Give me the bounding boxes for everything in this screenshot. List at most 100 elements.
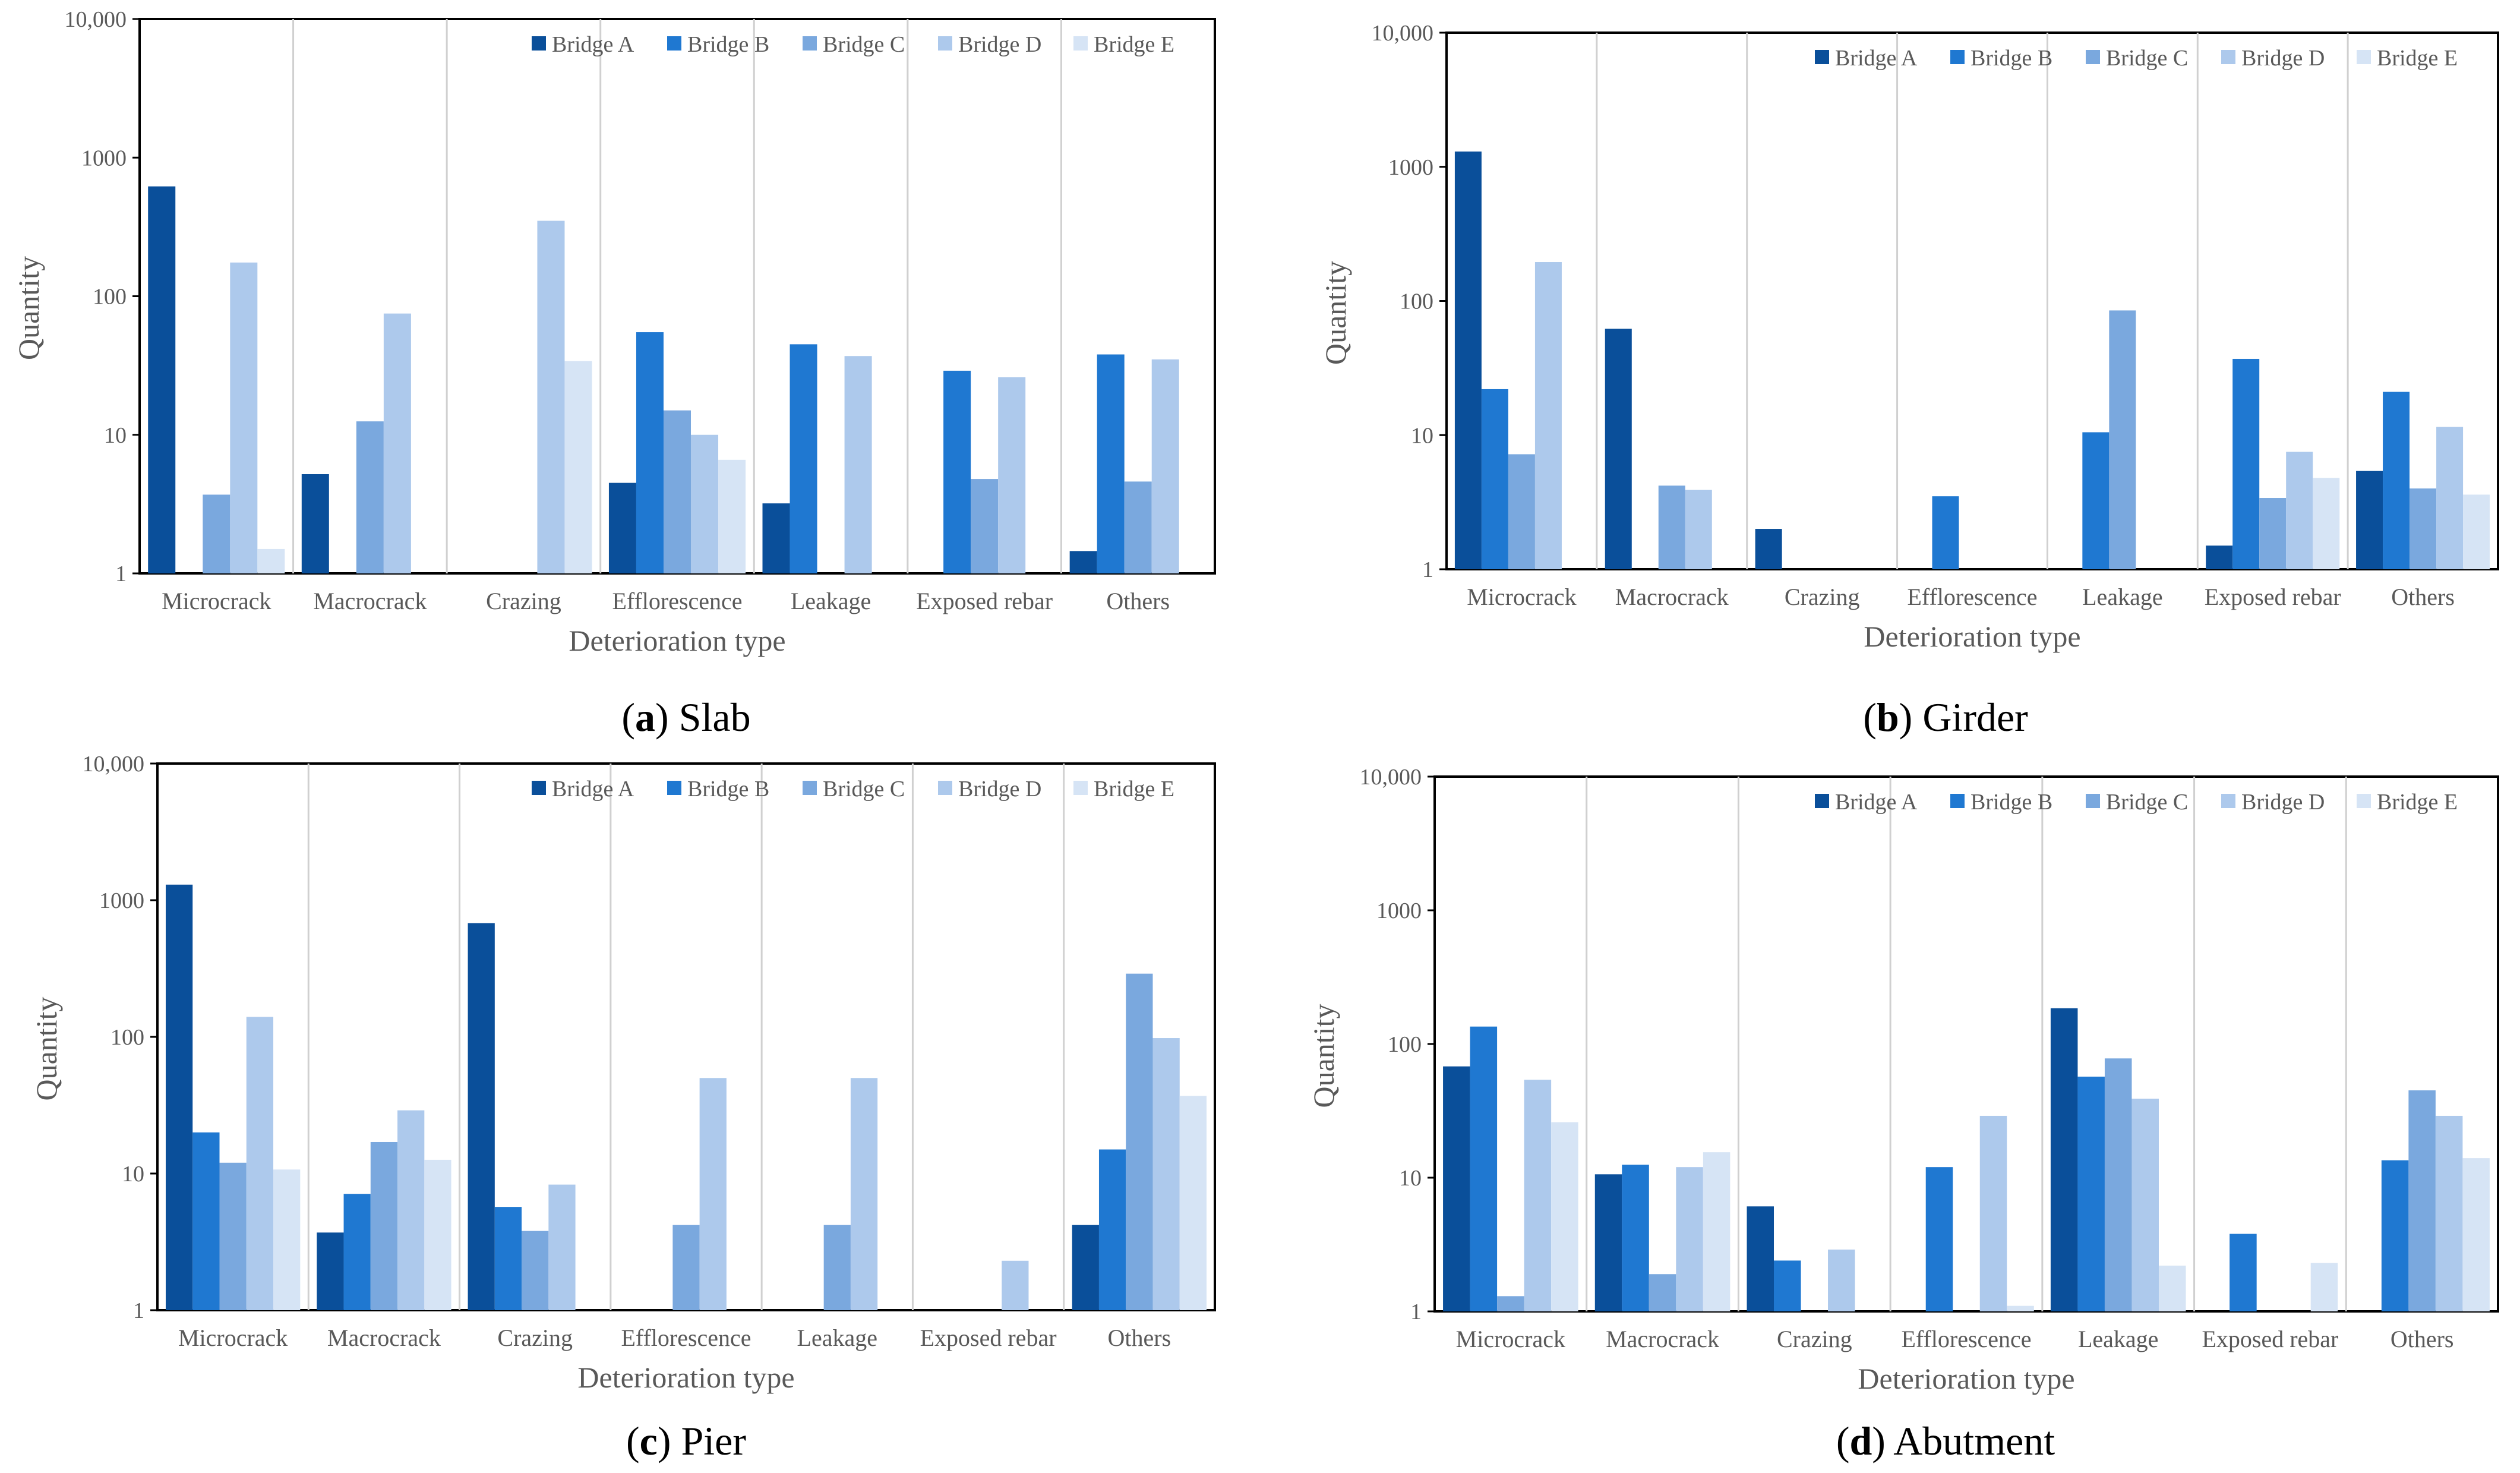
legend-entry: Bridge E [1094, 777, 1174, 802]
bar-bridge-c [823, 1225, 851, 1310]
caption-name: Girder [1922, 695, 2028, 740]
x-tick-label: Others [1108, 1324, 1171, 1351]
legend-entry: Bridge D [2241, 46, 2325, 71]
bar-bridge-e [718, 459, 746, 573]
bar-bridge-c [1497, 1296, 1524, 1311]
caption-open-paren: ( [621, 695, 635, 740]
bar-bridge-b [1481, 389, 1508, 569]
y-tick-label: 100 [1400, 289, 1433, 314]
bar-bridge-e [2310, 1263, 2338, 1311]
bar-bridge-c [370, 1141, 398, 1310]
y-tick-label: 1 [1422, 557, 1433, 582]
y-axis-title: Quantity [30, 997, 63, 1101]
caption-open-paren: ( [626, 1418, 640, 1463]
legend-swatch [1815, 794, 1829, 808]
bar-bridge-e [2313, 478, 2340, 569]
bar-bridge-a [1605, 329, 1632, 569]
legend-entry: Bridge A [1835, 46, 1918, 71]
y-tick-label: 10,000 [1372, 21, 1434, 46]
y-tick-label: 10,000 [83, 752, 145, 777]
legend-swatch [2357, 794, 2371, 808]
caption-letter: b [1877, 695, 1899, 740]
bar-bridge-e [1179, 1096, 1207, 1310]
bar-bridge-e [1703, 1152, 1730, 1311]
bar-bridge-d [548, 1184, 576, 1310]
legend-swatch [1073, 36, 1088, 51]
bar-bridge-d [230, 262, 258, 573]
y-tick-label: 10,000 [65, 7, 127, 32]
bar-bridge-d [397, 1110, 425, 1310]
y-tick-label: 1000 [1376, 898, 1422, 923]
x-tick-label: Others [2390, 1326, 2454, 1352]
x-tick-label: Leakage [791, 588, 871, 614]
caption-letter: a [635, 695, 655, 740]
bar-bridge-b [636, 332, 664, 573]
bar-bridge-d [246, 1017, 274, 1310]
legend-swatch [2357, 50, 2371, 64]
bar-bridge-e [257, 548, 285, 573]
bar-bridge-c [203, 494, 230, 573]
panel-caption: (a) Slab [621, 695, 750, 740]
y-axis-title: Quantity [1307, 1004, 1340, 1108]
bar-bridge-b [790, 344, 817, 573]
y-tick-label: 100 [93, 285, 127, 310]
x-tick-label: Efflorescence [612, 588, 742, 614]
bar-bridge-b [494, 1207, 522, 1310]
y-axis-title: Quantity [1319, 261, 1352, 365]
chart-panel-pier: 1 10 100 1000 10,000 Microcrack Macrocrack Craz… [30, 752, 1216, 1463]
bar-bridge-c [1126, 973, 1153, 1310]
legend-entry: Bridge E [1094, 32, 1174, 57]
x-tick-label: Macrocrack [313, 588, 427, 614]
bar-bridge-b [192, 1132, 220, 1310]
legend-swatch [803, 36, 817, 51]
legend-swatch [532, 36, 546, 51]
bar-bridge-b [2077, 1076, 2105, 1311]
bar-bridge-a [762, 503, 790, 573]
bar-bridge-b [2381, 1160, 2409, 1311]
caption-name: Pier [681, 1418, 746, 1463]
x-axis-title: Deterioration type [1858, 1362, 2074, 1395]
x-tick-label: Crazing [486, 588, 561, 614]
bar-bridge-d [844, 356, 872, 573]
bar-bridge-a [2356, 471, 2383, 569]
bar-bridge-c [356, 421, 384, 573]
legend-entry: Bridge D [958, 777, 1041, 802]
x-tick-label: Macrocrack [1615, 583, 1729, 610]
legend-entry: Bridge E [2377, 790, 2458, 815]
x-axis-title: Deterioration type [577, 1361, 794, 1394]
bar-bridge-b [1622, 1165, 1649, 1311]
legend-swatch [2086, 794, 2100, 808]
x-axis-title: Deterioration type [569, 624, 785, 657]
legend-entry: Bridge A [552, 32, 634, 57]
legend-entry: Bridge C [823, 32, 905, 57]
x-tick-label: Exposed rebar [920, 1324, 1057, 1351]
bar-bridge-a [2206, 545, 2233, 569]
bar-bridge-e [424, 1159, 451, 1310]
bar-bridge-d [1685, 490, 1712, 569]
bar-bridge-c [1124, 481, 1152, 573]
legend-swatch [532, 781, 546, 795]
bar-bridge-e [1551, 1122, 1578, 1311]
bar-bridge-a [1755, 529, 1782, 569]
y-tick-label: 1 [1410, 1299, 1422, 1324]
bar-bridge-b [2230, 1234, 2257, 1311]
legend-entry: Bridge D [2241, 790, 2325, 815]
panel-caption: (d) Abutment [1836, 1418, 2055, 1463]
bar-bridge-b [2383, 392, 2410, 569]
caption-open-paren: ( [1836, 1418, 1850, 1463]
bar-bridge-c [2408, 1090, 2436, 1311]
x-tick-label: Efflorescence [1907, 583, 2037, 610]
x-tick-label: Exposed rebar [2202, 1326, 2338, 1352]
bar-bridge-d [998, 377, 1026, 573]
bar-bridge-d [1828, 1249, 1855, 1311]
legend-swatch [1073, 781, 1088, 795]
legend-entry: Bridge B [687, 32, 769, 57]
bar-bridge-a [1594, 1174, 1622, 1311]
legend-entry: Bridge C [2106, 46, 2188, 71]
x-tick-label: Others [2391, 583, 2455, 610]
bar-bridge-d [2131, 1099, 2159, 1311]
y-tick-label: 10,000 [1360, 765, 1422, 790]
x-tick-label: Crazing [1785, 583, 1860, 610]
bar-bridge-b [1932, 496, 1959, 569]
